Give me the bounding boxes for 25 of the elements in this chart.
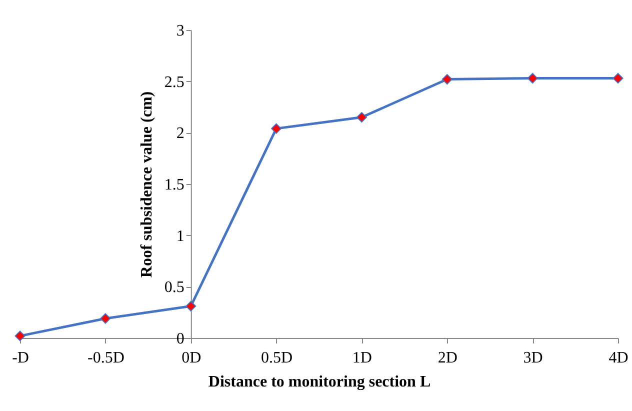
x-tick-label: -0.5D (87, 350, 124, 366)
point (612, 73, 624, 84)
x-axis-title: Distance to monitoring section L (208, 374, 431, 390)
y-tick-label: 3 (176, 22, 184, 40)
x-tick-label: 2D (438, 350, 458, 366)
y-tick-label: 1.5 (164, 176, 184, 194)
x-tick-label: 0D (182, 350, 202, 366)
y-tick-label: 2 (176, 125, 184, 142)
y-axis-title: Roof subsidence value (cm) (138, 91, 156, 278)
x-tick-label: 4D (608, 350, 628, 366)
point (527, 73, 538, 84)
point (186, 300, 196, 312)
y-tick-label: 0 (176, 330, 184, 348)
x-tick-label: 0.5D (261, 350, 293, 366)
point (14, 330, 26, 342)
point (100, 313, 111, 324)
x-tick-label: -D (12, 350, 29, 366)
point (356, 112, 367, 123)
y-tick-label: 1 (176, 228, 184, 245)
x-tick-label: 1D (352, 350, 372, 366)
point (271, 123, 282, 134)
point (442, 74, 452, 85)
y-tick-label: 2.5 (164, 74, 184, 91)
x-tick-label: 3D (523, 350, 543, 366)
y-tick-label: 0.5 (164, 279, 184, 296)
